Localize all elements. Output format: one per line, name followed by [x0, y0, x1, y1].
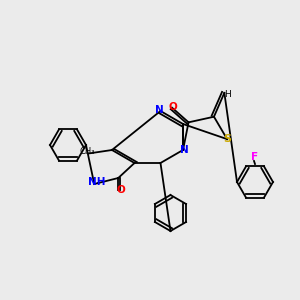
Text: H: H	[224, 90, 231, 99]
Text: N: N	[180, 145, 188, 155]
Text: CH₃: CH₃	[79, 147, 94, 156]
Text: NH: NH	[88, 177, 105, 187]
Text: O: O	[117, 185, 126, 195]
Text: O: O	[169, 102, 177, 112]
Text: F: F	[251, 152, 259, 162]
Text: S: S	[223, 134, 231, 144]
Text: N: N	[155, 105, 164, 115]
